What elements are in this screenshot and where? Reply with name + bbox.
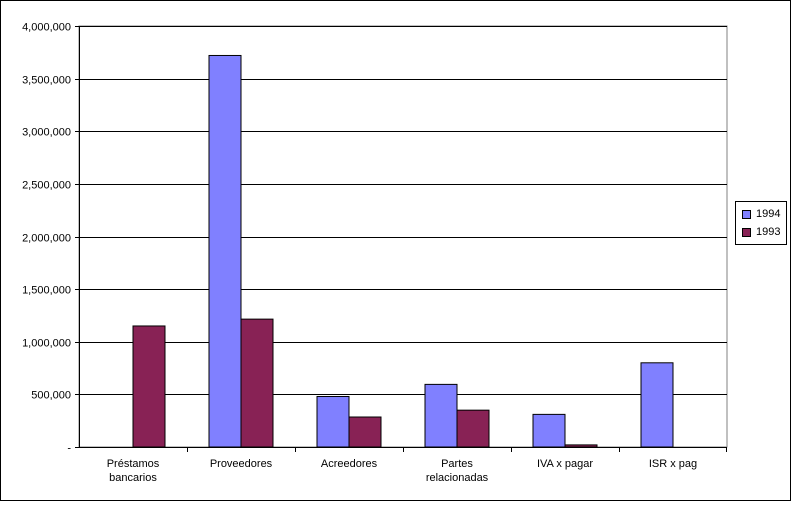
x-tick-label: Acreedores — [321, 458, 378, 470]
legend-swatch-1993 — [742, 227, 751, 237]
bar-1994-3 — [424, 383, 458, 448]
y-tick-label: - — [67, 443, 71, 455]
legend-item-1993: 1993 — [742, 225, 780, 239]
x-tick-label: Partes — [441, 458, 473, 470]
x-tick-label: ISR x pag — [649, 458, 697, 470]
y-tick-label: 500,000 — [31, 390, 71, 402]
y-tick-label: 1,500,000 — [22, 285, 71, 297]
bar-1993-4 — [564, 444, 598, 448]
legend: 1994 1993 — [735, 201, 787, 245]
bar-1994-4 — [532, 413, 566, 448]
bar-1993-1 — [240, 318, 274, 448]
y-tick-label: 1,000,000 — [22, 338, 71, 350]
bar-1993-2 — [348, 416, 382, 448]
bar-1994-1 — [208, 54, 242, 448]
x-tick-label: relacionadas — [426, 472, 489, 484]
x-tick-label: Préstamos — [107, 458, 160, 470]
y-tick-label: 4,000,000 — [22, 22, 71, 34]
y-tick-label: 3,500,000 — [22, 75, 71, 87]
x-tick-label: bancarios — [109, 472, 157, 484]
y-tick-label: 2,000,000 — [22, 233, 71, 245]
y-tick-label: 2,500,000 — [22, 180, 71, 192]
bar-1994-2 — [316, 395, 350, 448]
plot-area — [78, 25, 728, 448]
legend-item-1994: 1994 — [742, 207, 780, 221]
x-tick-label: Proveedores — [210, 458, 273, 470]
legend-label-1993: 1993 — [756, 226, 781, 238]
x-tick-label: IVA x pagar — [537, 458, 593, 470]
bar-1994-5 — [640, 362, 674, 448]
y-tick-label: 3,000,000 — [22, 127, 71, 139]
legend-swatch-1994 — [742, 209, 751, 219]
bar-1993-3 — [456, 409, 490, 448]
legend-label-1994: 1994 — [756, 208, 781, 220]
bar-1993-0 — [132, 325, 166, 448]
